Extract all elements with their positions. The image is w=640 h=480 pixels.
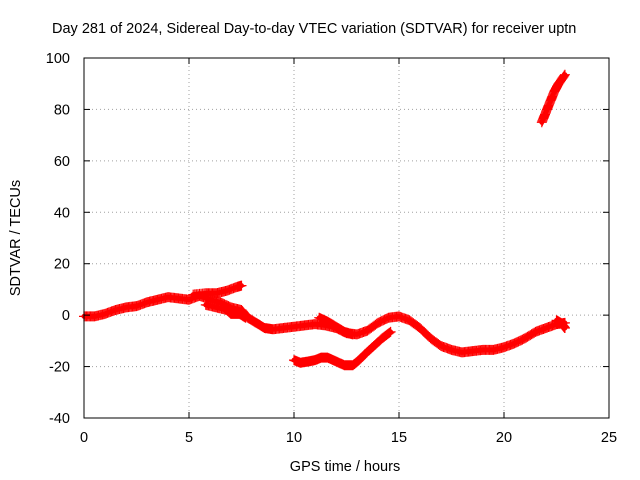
plus-markers <box>314 312 358 340</box>
y-tick-label: 60 <box>54 154 70 170</box>
plot-frame <box>83 57 610 419</box>
y-tick-label: -40 <box>49 411 70 427</box>
x-axis-label: GPS time / hours <box>290 459 400 475</box>
axis-ticks: 0 5 10 15 20 25 -40 -20 0 20 40 60 80 100 <box>46 51 617 446</box>
plus-markers <box>289 326 396 371</box>
x-tick-label: 20 <box>496 430 512 446</box>
x-tick-label: 5 <box>185 430 193 446</box>
y-tick-label: 0 <box>62 308 70 324</box>
chart-title: Day 281 of 2024, Sidereal Day-to-day VTE… <box>52 21 576 37</box>
y-tick-label: 80 <box>54 102 70 118</box>
x-tick-label: 0 <box>80 430 88 446</box>
x-tick-label: 25 <box>601 430 617 446</box>
plus-markers <box>200 299 251 323</box>
y-tick-label: 20 <box>54 257 70 273</box>
series-lower-arc <box>289 326 396 371</box>
series-upper-branch <box>188 280 247 300</box>
x-tick-label: 10 <box>286 430 302 446</box>
y-tick-label: 100 <box>46 51 70 67</box>
y-tick-label: -20 <box>49 360 70 376</box>
x-tick-label: 15 <box>391 430 407 446</box>
plus-markers <box>188 280 247 300</box>
series-end-drop <box>551 315 570 333</box>
y-tick-label: 40 <box>54 205 70 221</box>
plus-markers <box>536 69 570 128</box>
series-late-high-segment <box>536 69 570 128</box>
series-middle-loop <box>314 312 358 340</box>
y-axis-label: SDTVAR / TECUs <box>8 180 24 296</box>
series-lower-branch <box>200 299 251 323</box>
plus-markers <box>551 315 570 333</box>
